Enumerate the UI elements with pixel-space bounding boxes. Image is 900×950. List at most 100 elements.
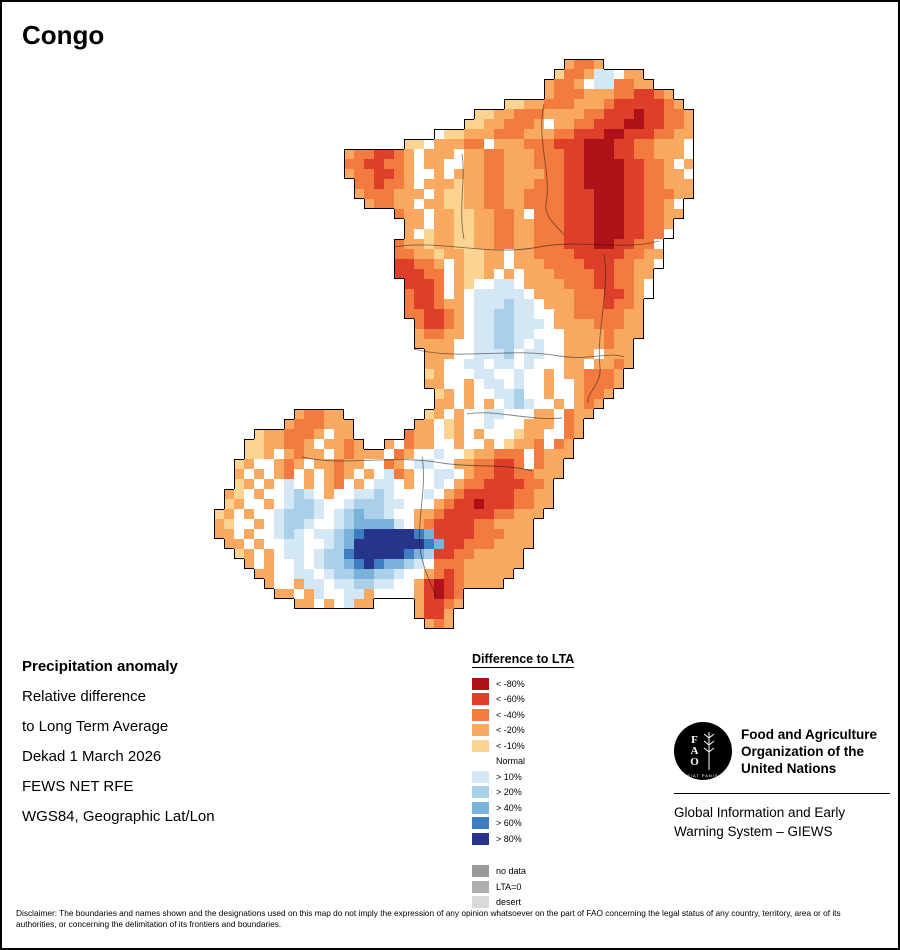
map-cell (564, 109, 574, 119)
map-cell (624, 109, 634, 119)
map-cell (334, 499, 344, 509)
map-cell (304, 459, 314, 469)
map-cell (564, 119, 574, 129)
map-cell (444, 299, 454, 309)
map-cell (484, 229, 494, 239)
map-cell (604, 239, 614, 249)
map-cell (254, 549, 264, 559)
map-cell (584, 109, 594, 119)
info-precipitation-anomaly: Precipitation anomaly (22, 658, 178, 675)
map-cell (534, 209, 544, 219)
legend-label: > 20% (496, 787, 522, 798)
map-cell (484, 269, 494, 279)
legend-swatch (472, 786, 489, 799)
map-cell (334, 409, 344, 419)
map-cell (574, 399, 584, 409)
map-cell (484, 389, 494, 399)
map-cell (554, 219, 564, 229)
map-cell (424, 439, 434, 449)
map-cell (534, 469, 544, 479)
map-cell (604, 129, 614, 139)
map-cell (474, 209, 484, 219)
map-cell (434, 619, 444, 629)
map-cell (394, 449, 404, 459)
map-cell (424, 149, 434, 159)
map-cell (604, 329, 614, 339)
map-cell (374, 559, 384, 569)
map-cell (414, 239, 424, 249)
map-cell (464, 369, 474, 379)
map-cell (504, 209, 514, 219)
map-cell (404, 209, 414, 219)
map-cell (474, 529, 484, 539)
map-cell (654, 199, 664, 209)
map-cell (524, 369, 534, 379)
map-cell (524, 209, 534, 219)
map-cell (344, 429, 354, 439)
map-cell (484, 539, 494, 549)
legend-label: < -60% (496, 694, 525, 705)
map-cell (514, 159, 524, 169)
map-cell (454, 289, 464, 299)
map-cell (664, 159, 674, 169)
map-cell (354, 509, 364, 519)
map-cell (494, 379, 504, 389)
map-cell (384, 579, 394, 589)
map-cell (384, 159, 394, 169)
map-cell (494, 369, 504, 379)
map-cell (334, 449, 344, 459)
map-cell (614, 99, 624, 109)
map-cell (654, 99, 664, 109)
map-cell (494, 289, 504, 299)
map-cell (614, 219, 624, 229)
map-cell (524, 109, 534, 119)
map-cell (424, 309, 434, 319)
map-cell (484, 179, 494, 189)
map-cell (394, 179, 404, 189)
map-cell (564, 409, 574, 419)
map-cell (574, 169, 584, 179)
map-cell (334, 489, 344, 499)
map-cell (574, 69, 584, 79)
map-cell (424, 609, 434, 619)
map-cell (634, 199, 644, 209)
map-cell (224, 509, 234, 519)
map-cell (494, 109, 504, 119)
map-cell (284, 589, 294, 599)
map-cell (294, 509, 304, 519)
map-cell (294, 569, 304, 579)
map-cell (524, 459, 534, 469)
map-cell (424, 419, 434, 429)
map-cell (484, 159, 494, 169)
map-cell (414, 539, 424, 549)
map-cell (654, 169, 664, 179)
map-cell (234, 549, 244, 559)
map-cell (284, 439, 294, 449)
map-cell (504, 429, 514, 439)
map-cell (324, 519, 334, 529)
map-cell (264, 549, 274, 559)
map-cell (504, 449, 514, 459)
map-cell (344, 149, 354, 159)
map-cell (464, 309, 474, 319)
map-cell (424, 209, 434, 219)
map-cell (604, 339, 614, 349)
map-cell (474, 259, 484, 269)
map-cell (244, 559, 254, 569)
map-cell (564, 79, 574, 89)
map-cell (644, 219, 654, 229)
legend-items: < -80% < -60% < -40% < -20% < -10% Normal > 10… (472, 676, 574, 847)
map-cell (434, 399, 444, 409)
map-cell (584, 299, 594, 309)
map-cell (614, 299, 624, 309)
map-cell (484, 319, 494, 329)
map-cell (624, 269, 634, 279)
map-cell (514, 369, 524, 379)
map-cell (534, 409, 544, 419)
map-cell (304, 479, 314, 489)
map-cell (474, 229, 484, 239)
map-cell (554, 279, 564, 289)
map-cell (464, 139, 474, 149)
map-cell (484, 189, 494, 199)
map-cell (574, 229, 584, 239)
